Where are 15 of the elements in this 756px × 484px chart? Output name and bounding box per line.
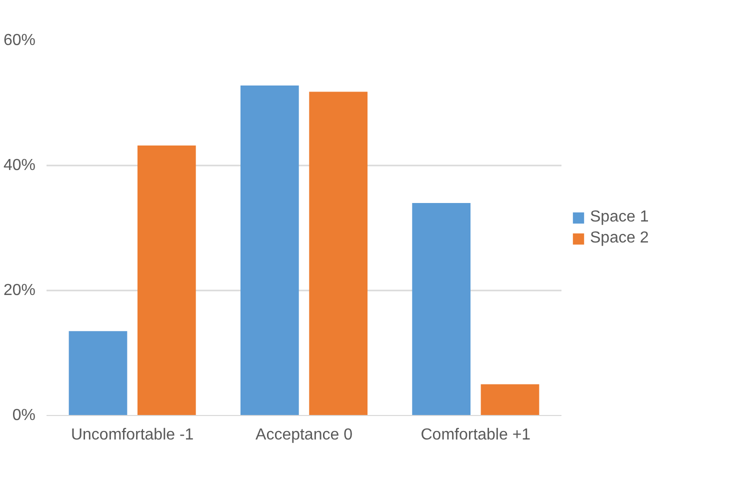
bar	[412, 203, 471, 416]
bar	[309, 92, 368, 416]
bar	[137, 146, 196, 416]
bar	[68, 331, 128, 416]
bar	[240, 86, 299, 416]
x-tick-label: Uncomfortable -1	[70, 426, 194, 444]
x-tick-label: Acceptance 0	[256, 426, 353, 444]
x-tick-label: Comfortable +1	[420, 426, 531, 444]
bar	[480, 384, 540, 416]
legend-label: Space 1	[590, 208, 649, 226]
y-tick-label: 60%	[3, 32, 36, 49]
legend-label: Space 2	[590, 229, 649, 247]
y-tick-label: 20%	[3, 282, 36, 299]
y-tick-label: 0%	[12, 407, 36, 424]
y-tick-label: 40%	[3, 157, 36, 174]
